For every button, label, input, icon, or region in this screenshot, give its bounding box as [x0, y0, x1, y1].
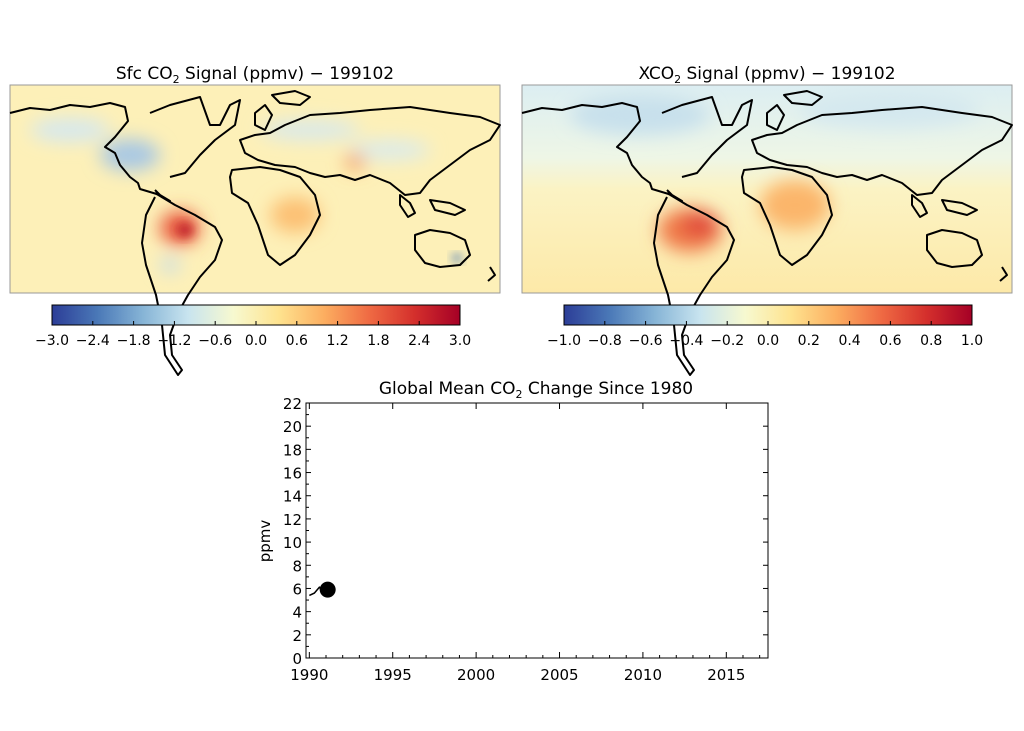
colorbar-tick-label: −3.0: [35, 333, 69, 349]
colorbar-tick-label: −0.8: [588, 333, 622, 349]
colorbar-tick-label: 0.4: [838, 333, 860, 349]
colorbar-tick-label: 0.8: [920, 333, 942, 349]
x-tick-label: 2000: [457, 666, 495, 684]
y-tick-label: 16: [283, 465, 302, 483]
colorbar-xco2: −1.0 −0.8 −0.6 −0.4 −0.2 0.0 0.2 0.4 0.6 0.8 1.0: [547, 304, 983, 349]
colorbar-tick-label: −0.2: [710, 333, 744, 349]
y-tick-label: 6: [292, 580, 302, 598]
coastlines-xco2: [521, 90, 1013, 376]
line-chart: Global Mean CO2 Change Since 1980 ppmv 0…: [256, 379, 769, 684]
y-tick-label: 2: [292, 627, 302, 645]
colorbar-tick-label: 1.8: [367, 333, 389, 349]
y-tick-label: 14: [283, 488, 302, 506]
colorbar-tick-label: −1.8: [117, 333, 151, 349]
y-tick-label: 12: [283, 511, 302, 529]
y-tick-label: 20: [283, 418, 302, 436]
y-tick-label: 8: [292, 557, 302, 575]
colorbar-tick-label: 1.0: [961, 333, 983, 349]
chart-title: Global Mean CO2 Change Since 1980: [379, 379, 693, 401]
x-tick-label: 2005: [540, 666, 578, 684]
map-frame-xco2: [521, 84, 1013, 294]
colorbar-tick-label: 0.6: [879, 333, 901, 349]
map-title-sfc: Sfc CO2 Signal (ppmv) − 199102: [116, 64, 394, 86]
y-tick-label: 0: [292, 650, 302, 668]
map-panel-xco2: XCO2 Signal (ppmv) − 199102: [521, 64, 1013, 376]
x-tick-label: 2010: [624, 666, 662, 684]
x-tick-label: 1990: [290, 666, 328, 684]
colorbar-tick-label: −0.4: [669, 333, 703, 349]
colorbar-tick-label: 0.0: [245, 333, 267, 349]
colorbar-tick-label: 0.0: [757, 333, 779, 349]
colorbar-tick-label: −0.6: [629, 333, 663, 349]
colorbar-ticks-xco2: −1.0 −0.8 −0.6 −0.4 −0.2 0.0 0.2 0.4 0.6 0.8 1.0: [547, 321, 983, 349]
map-frame-sfc: [9, 84, 501, 294]
x-tick-label: 2015: [707, 666, 745, 684]
colorbar-tick-label: 3.0: [449, 333, 471, 349]
colorbar-tick-label: −2.4: [76, 333, 110, 349]
y-tick-label: 18: [283, 441, 302, 459]
y-tick-label: 22: [283, 395, 302, 413]
colorbar-tick-label: 0.6: [286, 333, 308, 349]
coastlines-sfc: [9, 90, 501, 376]
colorbar-tick-label: 0.2: [798, 333, 820, 349]
colorbar-tick-label: 1.2: [326, 333, 348, 349]
colorbar-tick-label: −1.0: [547, 333, 581, 349]
colorbar-tick-label: 2.4: [408, 333, 430, 349]
plot-area: [305, 402, 769, 659]
series-layer: [309, 581, 336, 598]
current-value-marker: [319, 581, 336, 598]
y-tick-label: 4: [292, 604, 302, 622]
colorbar-ticks-sfc: −3.0 −2.4 −1.8 −1.2 −0.6 0.0 0.6 1.2 1.8 2.4 3.0: [35, 321, 471, 349]
y-axis-label: ppmv: [256, 520, 274, 563]
colorbar-sfc: −3.0 −2.4 −1.8 −1.2 −0.6 0.0 0.6 1.2 1.8 2.4 3.0: [35, 304, 471, 349]
y-axis-ticks: 0 2 4 6 8 10 12 14 16 18 20 22: [283, 395, 768, 668]
map-title-xco2: XCO2 Signal (ppmv) − 199102: [638, 64, 895, 86]
map-panel-sfc: Sfc CO2 Signal (ppmv) − 199102: [9, 64, 501, 376]
y-tick-label: 10: [283, 534, 302, 552]
colorbar-tick-label: −1.2: [157, 333, 191, 349]
x-tick-label: 1995: [374, 666, 412, 684]
x-axis-ticks: 1990 1995 2000 2005 2010 2015: [290, 403, 761, 684]
colorbar-tick-label: −0.6: [198, 333, 232, 349]
